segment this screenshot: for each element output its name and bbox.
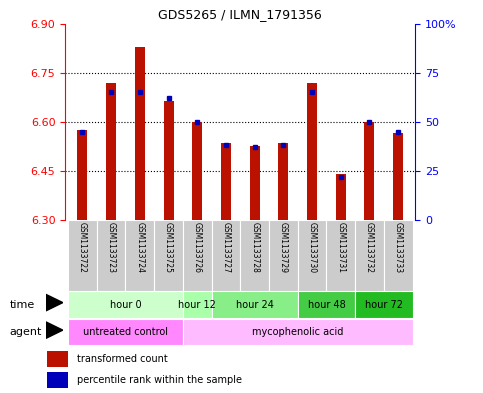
Text: GSM1133732: GSM1133732: [365, 222, 374, 273]
Text: GSM1133723: GSM1133723: [107, 222, 115, 273]
Text: transformed count: transformed count: [77, 354, 168, 364]
Bar: [183, 220, 212, 291]
Text: time: time: [10, 299, 35, 310]
Bar: [298, 291, 355, 318]
Bar: [269, 220, 298, 291]
Bar: [250, 147, 260, 220]
Bar: [47, 351, 69, 367]
Bar: [183, 291, 212, 318]
Text: GSM1133731: GSM1133731: [336, 222, 345, 273]
Bar: [106, 83, 116, 220]
Text: GSM1133728: GSM1133728: [250, 222, 259, 273]
Text: GSM1133730: GSM1133730: [308, 222, 316, 273]
Text: agent: agent: [10, 327, 42, 337]
Bar: [212, 291, 298, 318]
Bar: [68, 291, 183, 318]
Bar: [164, 101, 173, 220]
Title: GDS5265 / ILMN_1791356: GDS5265 / ILMN_1791356: [158, 8, 322, 21]
Polygon shape: [46, 322, 63, 338]
Text: hour 48: hour 48: [308, 299, 345, 310]
Text: GSM1133726: GSM1133726: [193, 222, 202, 273]
Bar: [298, 220, 327, 291]
Bar: [241, 220, 269, 291]
Text: hour 72: hour 72: [365, 299, 403, 310]
Text: hour 0: hour 0: [110, 299, 142, 310]
Bar: [154, 220, 183, 291]
Bar: [192, 122, 202, 220]
Text: GSM1133725: GSM1133725: [164, 222, 173, 273]
Bar: [327, 220, 355, 291]
Bar: [212, 220, 241, 291]
Bar: [365, 122, 374, 220]
Text: percentile rank within the sample: percentile rank within the sample: [77, 375, 242, 385]
Bar: [47, 372, 69, 388]
Text: GSM1133727: GSM1133727: [221, 222, 230, 273]
Bar: [183, 319, 412, 345]
Bar: [126, 220, 154, 291]
Text: GSM1133729: GSM1133729: [279, 222, 288, 273]
Bar: [336, 174, 346, 220]
Text: untreated control: untreated control: [83, 327, 168, 337]
Text: GSM1133722: GSM1133722: [78, 222, 87, 273]
Text: GSM1133733: GSM1133733: [394, 222, 403, 273]
Text: mycophenolic acid: mycophenolic acid: [252, 327, 343, 337]
Bar: [97, 220, 126, 291]
Bar: [68, 220, 97, 291]
Text: hour 24: hour 24: [236, 299, 273, 310]
Bar: [384, 220, 412, 291]
Polygon shape: [46, 294, 63, 311]
Bar: [393, 133, 403, 220]
Bar: [221, 143, 231, 220]
Bar: [68, 319, 183, 345]
Text: hour 12: hour 12: [178, 299, 216, 310]
Text: GSM1133724: GSM1133724: [135, 222, 144, 273]
Bar: [77, 130, 87, 220]
Bar: [355, 220, 384, 291]
Bar: [307, 83, 317, 220]
Bar: [135, 46, 145, 220]
Bar: [278, 143, 288, 220]
Bar: [355, 291, 412, 318]
